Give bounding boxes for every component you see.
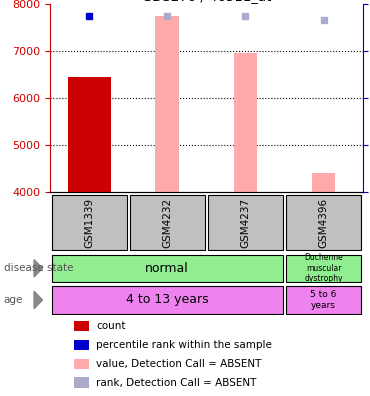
Text: rank, Detection Call = ABSENT: rank, Detection Call = ABSENT [96, 378, 256, 388]
Bar [286, 286, 361, 314]
Bar [51, 195, 127, 250]
Bar [74, 340, 89, 350]
Text: GSM4396: GSM4396 [319, 198, 329, 248]
Text: GSM4237: GSM4237 [240, 198, 250, 248]
Text: value, Detection Call = ABSENT: value, Detection Call = ABSENT [96, 359, 262, 369]
Bar [74, 359, 89, 369]
Text: disease state: disease state [4, 263, 73, 273]
Bar [74, 321, 89, 331]
Text: 4 to 13 years: 4 to 13 years [126, 293, 209, 307]
Text: 5 to 6
years: 5 to 6 years [310, 290, 337, 310]
Bar [208, 195, 283, 250]
Text: age: age [4, 295, 23, 305]
Bar [286, 255, 361, 282]
Bar [312, 173, 335, 192]
Text: count: count [96, 321, 126, 331]
Bar [130, 195, 205, 250]
Bar [74, 377, 89, 388]
Title: GDS270 / 46511_at: GDS270 / 46511_at [142, 0, 271, 3]
Bar [286, 195, 361, 250]
Bar [51, 286, 283, 314]
Text: normal: normal [145, 262, 189, 275]
Text: percentile rank within the sample: percentile rank within the sample [96, 340, 272, 350]
Text: GSM1339: GSM1339 [84, 198, 94, 248]
Bar [68, 77, 111, 192]
Text: Duchenne
muscular
dystrophy: Duchenne muscular dystrophy [304, 253, 343, 283]
Bar [155, 16, 179, 192]
Bar [51, 255, 283, 282]
Text: GSM4232: GSM4232 [162, 198, 172, 248]
Bar [233, 53, 257, 192]
